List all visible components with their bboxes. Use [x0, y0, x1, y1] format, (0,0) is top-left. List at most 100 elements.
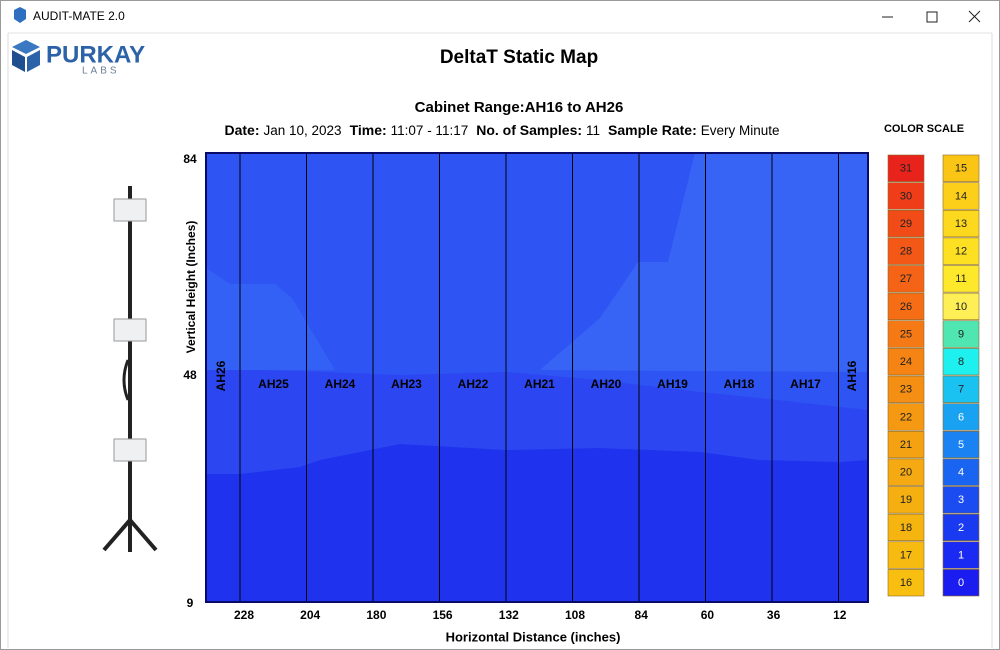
scale-label: 1 [958, 549, 964, 561]
color-scale-title: COLOR SCALE [884, 123, 964, 135]
scale-label: 20 [900, 467, 912, 479]
scale-swatch [942, 182, 980, 210]
scale-swatch [942, 209, 980, 238]
scale-swatch [887, 265, 925, 293]
scale-label: 22 [900, 411, 912, 423]
cabinet-label: AH16 [845, 360, 859, 391]
scale-label: 27 [900, 273, 912, 285]
scale-label: 26 [900, 301, 912, 313]
app-icon [14, 7, 26, 23]
scale-label: 14 [955, 190, 967, 202]
contour-lower [206, 444, 868, 602]
info-value: Every Minute [701, 123, 780, 138]
x-tick-label: 180 [366, 608, 386, 622]
scale-swatch [887, 513, 925, 542]
scale-label: 13 [955, 218, 967, 230]
contour-map [205, 152, 869, 603]
y-tick-label: 84 [183, 152, 197, 166]
cabinet-label: AH25 [258, 377, 289, 391]
contour-blob-left [206, 268, 335, 370]
cabinet-label: AH22 [458, 377, 489, 391]
x-axis-label: Horizontal Distance (inches) [446, 629, 621, 644]
y-tick-label: 9 [187, 596, 194, 610]
x-tick-label: 156 [433, 608, 453, 622]
cabinet-label: AH23 [391, 377, 422, 391]
x-tick-label: 84 [635, 608, 649, 622]
info-value: 11:07 - 11:17 [391, 123, 469, 138]
x-tick-label: 108 [565, 608, 585, 622]
scale-label: 25 [900, 328, 912, 340]
x-tick-label: 36 [767, 608, 781, 622]
close-button[interactable] [968, 10, 981, 23]
scale-label: 7 [958, 384, 964, 396]
scale-label: 3 [958, 494, 964, 506]
y-tick-label: 48 [183, 368, 197, 382]
scale-label: 31 [900, 163, 912, 175]
scale-swatch [942, 348, 980, 376]
scale-swatch [942, 430, 980, 459]
sensor-pole [102, 186, 158, 552]
x-tick-label: 228 [234, 608, 254, 622]
scale-swatch [942, 375, 980, 403]
map-subtitle: Cabinet Range:AH16 to AH26 [415, 99, 624, 116]
info-value: Jan 10, 2023 [263, 123, 341, 138]
x-tick-label: 204 [300, 608, 320, 622]
scale-label: 17 [900, 549, 912, 561]
scale-swatch [942, 292, 980, 321]
contour-blob-right [540, 153, 868, 372]
scale-swatch [887, 154, 925, 182]
scale-swatch [942, 458, 980, 486]
scale-swatch [887, 458, 925, 486]
scale-swatch [942, 513, 980, 542]
scale-swatch [887, 375, 925, 403]
x-tick-label: 60 [701, 608, 715, 622]
scale-label: 15 [955, 163, 967, 175]
scale-label: 18 [900, 522, 912, 534]
cabinet-label: AH20 [591, 377, 622, 391]
scale-label: 5 [958, 439, 964, 451]
cabinet-label: AH26 [214, 360, 228, 391]
x-tick-label: 12 [833, 608, 847, 622]
map-border [205, 152, 869, 603]
scale-swatch [942, 237, 980, 265]
scale-label: 10 [955, 301, 967, 313]
scale-swatch [887, 182, 925, 210]
scale-swatch [942, 403, 980, 431]
info-line: Date: Jan 10, 2023 Time: 11:07 - 11:17 No. o… [224, 122, 779, 138]
scale-swatch [887, 209, 925, 238]
cabinet-label: AH18 [724, 377, 755, 391]
info-value: 11 [586, 123, 600, 138]
scale-label: 30 [900, 190, 912, 202]
info-label: Date: [224, 122, 259, 138]
scale-label: 21 [900, 439, 912, 451]
scale-swatch [942, 320, 980, 348]
x-tick-label: 132 [499, 608, 519, 622]
scale-label: 24 [900, 356, 912, 368]
scale-label: 6 [958, 411, 964, 423]
scale-label: 9 [958, 328, 964, 340]
scale-swatch [887, 430, 925, 459]
scale-label: 0 [958, 577, 964, 589]
scale-label: 4 [958, 467, 964, 479]
scale-swatch [887, 348, 925, 376]
scale-label: 8 [958, 356, 964, 368]
cabinet-label: AH19 [657, 377, 688, 391]
logo-name: PURKAY [46, 41, 145, 68]
info-label: Sample Rate: [608, 122, 697, 138]
scale-swatch [887, 569, 925, 597]
scale-swatch [942, 265, 980, 293]
cabinet-label: AH21 [524, 377, 555, 391]
scale-swatch [887, 320, 925, 348]
maximize-button[interactable] [926, 11, 938, 23]
scale-swatch [942, 541, 980, 569]
cabinet-label: AH24 [325, 377, 356, 391]
map-title: DeltaT Static Map [440, 47, 598, 68]
window-title: AUDIT-MATE 2.0 [33, 9, 125, 23]
logo-sub: LABS [82, 66, 120, 77]
scale-swatch [887, 486, 925, 514]
cabinet-label: AH17 [790, 377, 821, 391]
